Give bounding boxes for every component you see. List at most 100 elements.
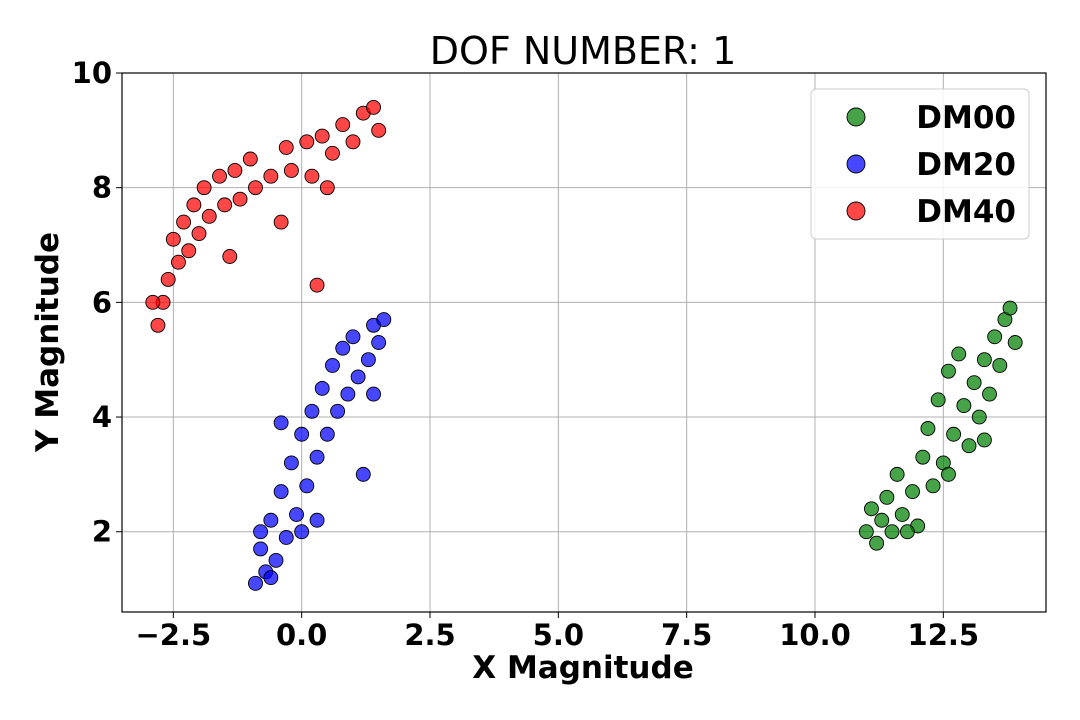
data-point — [242, 151, 258, 167]
data-point — [335, 340, 351, 356]
data-point — [253, 541, 269, 557]
tick-labels: −2.5 0.0 2.5 5.0 7.5 10.0 12.5 2 4 6 8 10 — [72, 56, 979, 652]
data-point — [314, 380, 330, 396]
data-point — [309, 277, 325, 293]
x-tick-label: 2.5 — [404, 618, 455, 652]
series-dm40 — [145, 99, 387, 333]
x-tick-label: 10.0 — [779, 618, 851, 652]
data-point — [966, 375, 982, 391]
data-point — [971, 409, 987, 425]
data-point — [319, 426, 335, 442]
plot-points — [145, 99, 1023, 591]
data-point — [366, 386, 381, 402]
data-point — [212, 168, 227, 184]
data-point — [273, 484, 289, 500]
data-point — [160, 271, 176, 287]
data-point — [961, 438, 977, 454]
data-point — [248, 575, 263, 591]
data-point — [366, 99, 381, 115]
data-point — [304, 168, 320, 184]
legend: DM00 DM20 DM40 — [810, 88, 1030, 240]
x-tick-label: 12.5 — [908, 618, 980, 652]
legend-label: DM20 — [916, 147, 1016, 183]
data-point — [263, 570, 279, 586]
data-point — [951, 346, 967, 362]
data-point — [283, 455, 299, 471]
data-point — [232, 191, 248, 207]
x-tick-label: 7.5 — [661, 618, 712, 652]
data-point — [299, 478, 315, 494]
data-point — [360, 352, 376, 368]
data-point — [283, 163, 299, 178]
x-axis-label: X Magnitude — [472, 650, 693, 686]
data-point — [376, 312, 392, 328]
data-point — [905, 484, 920, 500]
data-point — [946, 426, 962, 442]
data-point — [150, 317, 166, 333]
data-point — [304, 403, 320, 419]
data-point — [371, 122, 387, 138]
y-tick-label: 4 — [92, 400, 112, 434]
data-point — [899, 524, 915, 540]
data-point — [976, 432, 992, 448]
data-point — [920, 421, 936, 436]
data-point — [330, 403, 346, 419]
data-point — [982, 386, 997, 402]
data-point — [186, 197, 202, 213]
data-point — [196, 180, 212, 196]
legend-marker — [846, 201, 866, 221]
data-point — [227, 163, 243, 178]
data-point — [319, 180, 335, 196]
data-point — [987, 329, 1003, 345]
series-dm20 — [248, 312, 392, 591]
legend-label: DM00 — [916, 100, 1016, 136]
legend-marker — [846, 107, 866, 127]
y-tick-label: 6 — [92, 285, 112, 319]
data-point — [165, 231, 181, 247]
series-dm00 — [858, 300, 1023, 551]
data-point — [263, 512, 279, 528]
data-point — [222, 249, 238, 264]
data-point — [201, 208, 217, 224]
legend-label: DM40 — [916, 194, 1016, 230]
legend-box — [810, 88, 1030, 240]
data-point — [858, 524, 874, 540]
data-point — [976, 352, 992, 368]
x-tick-label: −2.5 — [135, 618, 211, 652]
y-tick-label: 2 — [92, 515, 112, 549]
data-point — [930, 392, 946, 408]
data-point — [278, 140, 294, 155]
data-point — [278, 530, 294, 545]
data-point — [325, 145, 340, 161]
data-point — [171, 254, 186, 270]
data-point — [894, 507, 910, 522]
data-point — [181, 243, 197, 259]
x-tick-label: 5.0 — [533, 618, 584, 652]
data-point — [874, 512, 890, 528]
data-point — [340, 386, 356, 402]
data-point — [350, 369, 366, 385]
data-point — [309, 449, 325, 465]
data-point — [1002, 300, 1018, 316]
data-point — [176, 214, 192, 230]
data-point — [294, 426, 310, 442]
chart-title: DOF NUMBER: 1 — [430, 29, 737, 73]
data-point — [889, 466, 905, 482]
data-point — [273, 415, 289, 431]
data-point — [956, 398, 972, 414]
data-point — [191, 226, 207, 242]
data-point — [884, 524, 900, 540]
data-point — [345, 329, 361, 345]
x-tick-label: 0.0 — [276, 618, 327, 652]
data-point — [864, 501, 879, 517]
data-point — [289, 507, 304, 522]
data-point — [1007, 335, 1023, 350]
y-tick-label: 8 — [92, 171, 112, 205]
data-point — [294, 524, 310, 540]
y-axis-label: Y Magnitude — [30, 232, 66, 453]
data-point — [941, 466, 956, 482]
data-point — [217, 197, 233, 213]
data-point — [263, 168, 279, 184]
plot-frame — [121, 72, 1047, 613]
